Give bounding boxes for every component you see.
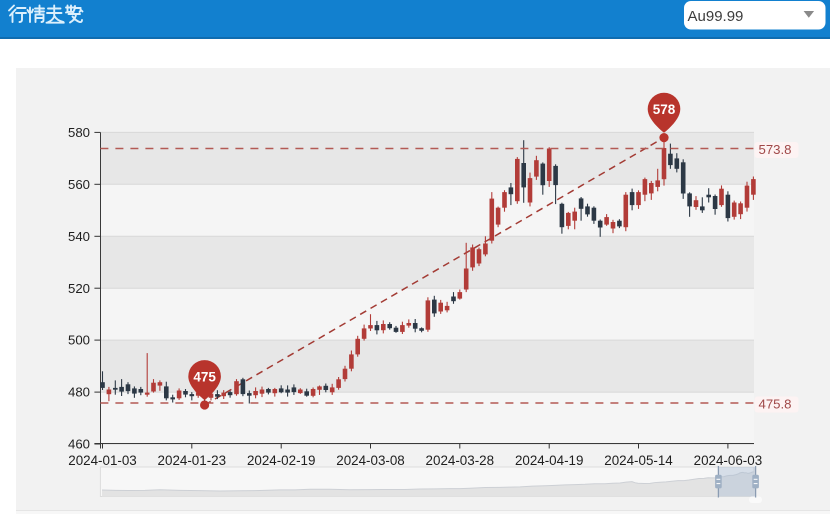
svg-text:560: 560 [68, 177, 90, 192]
svg-text:Au99.99: Au99.99 [688, 8, 744, 25]
svg-text:520: 520 [68, 281, 90, 296]
svg-text:2024-01-03: 2024-01-03 [68, 453, 137, 468]
svg-text:480: 480 [68, 385, 90, 400]
svg-text:2024-04-19: 2024-04-19 [515, 453, 584, 468]
svg-text:500: 500 [68, 333, 90, 348]
svg-text:475: 475 [193, 369, 216, 384]
svg-text:2024-01-23: 2024-01-23 [158, 453, 227, 468]
svg-text:2024-02-19: 2024-02-19 [247, 453, 316, 468]
svg-text:2024-05-14: 2024-05-14 [604, 453, 673, 468]
svg-text:578: 578 [653, 102, 676, 117]
svg-text:580: 580 [68, 125, 90, 140]
svg-text:540: 540 [68, 229, 90, 244]
svg-text:2024-03-08: 2024-03-08 [336, 453, 405, 468]
svg-text:573.8: 573.8 [759, 142, 792, 157]
svg-text:2024-06-03: 2024-06-03 [694, 453, 763, 468]
svg-text:460: 460 [68, 437, 90, 452]
svg-text:475.8: 475.8 [759, 396, 792, 411]
svg-text:2024-03-28: 2024-03-28 [426, 453, 495, 468]
